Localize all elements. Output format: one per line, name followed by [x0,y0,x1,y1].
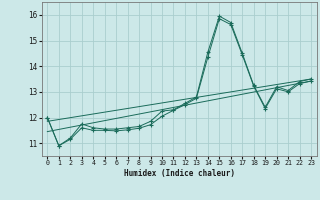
X-axis label: Humidex (Indice chaleur): Humidex (Indice chaleur) [124,169,235,178]
